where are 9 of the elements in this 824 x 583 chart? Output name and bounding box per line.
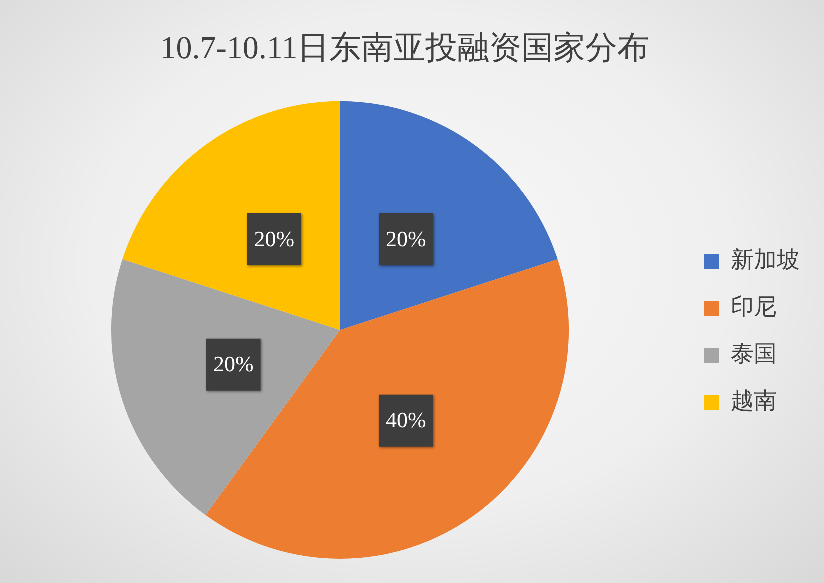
data-label: 20% <box>213 352 254 377</box>
legend-label: 新加坡 <box>731 248 800 273</box>
data-label: 20% <box>254 226 295 252</box>
chart-title: 10.7-10.11日东南亚投融资国家分布 <box>160 30 650 66</box>
legend-label: 越南 <box>731 388 777 414</box>
data-label: 40% <box>386 408 426 433</box>
legend-label: 印尼 <box>731 294 777 320</box>
data-label: 20% <box>386 226 426 252</box>
legend-label: 泰国 <box>731 342 777 367</box>
